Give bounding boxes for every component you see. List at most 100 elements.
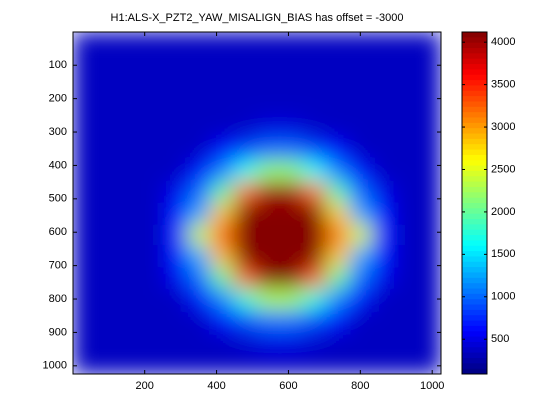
- y-tick-label: 200: [49, 93, 67, 105]
- heat-cell: [371, 266, 396, 289]
- heat-cell: [210, 95, 235, 118]
- heatmap-cells: [73, 32, 441, 374]
- heat-cell: [348, 266, 373, 289]
- heat-cell: [141, 32, 166, 54]
- heat-cell: [233, 266, 258, 289]
- heat-cell: [141, 288, 166, 311]
- colorbar-swatch: [462, 181, 487, 188]
- heat-cell: [187, 202, 212, 225]
- heat-cell: [394, 32, 419, 54]
- heat-cell: [95, 245, 120, 268]
- heat-cell: [73, 202, 97, 225]
- heat-cell: [118, 309, 143, 332]
- heat-cell: [164, 181, 189, 204]
- heat-cell: [394, 266, 419, 289]
- heat-cell: [164, 74, 189, 97]
- heat-cell: [233, 95, 258, 118]
- heat-cell: [394, 331, 419, 354]
- heatmap: [73, 32, 441, 374]
- heat-cell: [325, 288, 350, 311]
- heat-cell: [187, 309, 212, 332]
- heat-cell: [73, 352, 97, 374]
- heat-cell: [348, 309, 373, 332]
- heat-cell: [371, 117, 396, 140]
- heat-cell: [371, 53, 396, 76]
- colorbar-swatch: [462, 347, 487, 354]
- heat-cell: [95, 160, 120, 183]
- heat-cell: [348, 32, 373, 54]
- colorbar: 500 1000 1500 2000 2500 3000 3500 4000: [461, 31, 515, 375]
- heat-cell: [325, 245, 350, 268]
- heat-cell: [394, 117, 419, 140]
- heat-cell: [394, 245, 419, 268]
- colorbar-swatch: [462, 64, 487, 70]
- heat-cell: [371, 160, 396, 183]
- colorbar-swatch: [462, 283, 487, 289]
- colorbar-swatch: [462, 74, 487, 81]
- colorbar-swatch: [462, 299, 487, 306]
- heat-cell: [141, 117, 166, 140]
- y-tick-label: 600: [49, 226, 67, 238]
- heat-cell: [141, 245, 166, 268]
- heat-cell: [187, 181, 212, 204]
- heat-cell: [256, 224, 281, 247]
- colorbar-swatch: [462, 186, 487, 193]
- colorbar-swatch: [462, 48, 487, 54]
- heat-cell: [233, 160, 258, 183]
- colorbar-swatch: [462, 90, 487, 97]
- heat-cell: [256, 309, 281, 332]
- heat-cell: [417, 95, 441, 118]
- colorbar-swatch: [462, 235, 487, 241]
- heat-cell: [210, 266, 235, 289]
- heat-cell: [187, 117, 212, 140]
- colorbar-swatch: [462, 315, 487, 322]
- heat-cell: [325, 53, 350, 76]
- heat-cell: [73, 331, 97, 354]
- heat-cell: [164, 117, 189, 140]
- heat-cell: [73, 138, 97, 161]
- plot-frame: [72, 31, 442, 375]
- colorbar-swatch: [462, 224, 487, 231]
- heat-cell: [118, 202, 143, 225]
- colorbar-swatch: [462, 272, 487, 279]
- heat-cell: [325, 95, 350, 118]
- y-tick-label: 900: [49, 326, 67, 338]
- heat-cell: [256, 352, 281, 374]
- heat-cell: [95, 224, 120, 247]
- heat-cell: [325, 352, 350, 374]
- colorbar-swatch: [462, 42, 487, 49]
- colorbar-swatch: [462, 352, 487, 359]
- heat-cell: [325, 160, 350, 183]
- heat-cell: [371, 224, 396, 247]
- heat-cell: [210, 181, 235, 204]
- heat-cell: [256, 32, 281, 54]
- heat-cell: [371, 95, 396, 118]
- chart-title: H1:ALS-X_PZT2_YAW_MISALIGN_BIAS has offs…: [111, 12, 404, 24]
- y-tick-label: 700: [49, 260, 67, 272]
- heat-cell: [210, 160, 235, 183]
- colorbar-swatch: [462, 219, 487, 225]
- heat-cell: [187, 245, 212, 268]
- heat-cell: [118, 245, 143, 268]
- heat-cell: [417, 160, 441, 183]
- heat-cell: [73, 95, 97, 118]
- heat-cell: [73, 160, 97, 183]
- heat-cell: [164, 352, 189, 374]
- heat-cell: [302, 181, 327, 204]
- heat-cell: [187, 32, 212, 54]
- heat-cell: [233, 224, 258, 247]
- heat-cell: [302, 138, 327, 161]
- y-tick-label: 400: [49, 159, 67, 171]
- colorbar-swatch: [462, 256, 487, 263]
- heat-cell: [256, 53, 281, 76]
- heat-cell: [256, 245, 281, 268]
- heat-cell: [164, 288, 189, 311]
- colorbar-swatch: [462, 293, 487, 300]
- colorbar-swatch: [462, 331, 487, 338]
- colorbar-swatch: [462, 176, 487, 183]
- heat-cell: [417, 181, 441, 204]
- heat-cell: [95, 266, 120, 289]
- heat-cell: [95, 95, 120, 118]
- heat-cell: [302, 352, 327, 374]
- colorbar-swatch: [462, 368, 487, 375]
